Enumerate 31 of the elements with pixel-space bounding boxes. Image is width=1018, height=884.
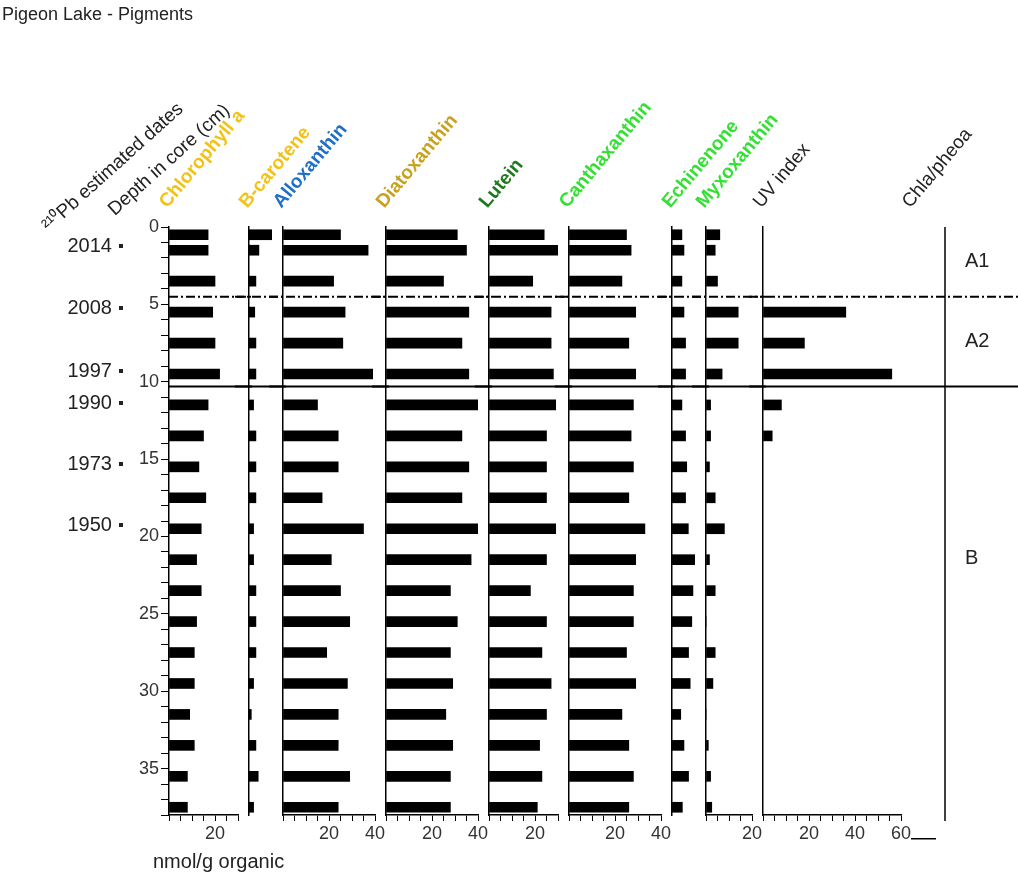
text: 2014 bbox=[67, 233, 112, 256]
text: 1997 bbox=[67, 358, 112, 381]
y-tick-label: 20 bbox=[138, 525, 159, 546]
x-tick-label: 20 bbox=[604, 822, 626, 843]
y-tick-label: 5 bbox=[148, 293, 159, 314]
y-tick-label: 35 bbox=[138, 757, 159, 778]
x-tick-label: 20 bbox=[524, 822, 546, 843]
text: 1950 bbox=[67, 512, 112, 535]
x-axis-title: nmol/g organic bbox=[153, 850, 285, 873]
text: 1990 bbox=[67, 390, 112, 413]
x-tick-label: 20 bbox=[318, 822, 340, 843]
x-tick-label: 40 bbox=[650, 822, 672, 843]
y-tick-label: 25 bbox=[138, 602, 159, 623]
y-tick-label: 10 bbox=[138, 370, 159, 391]
text: Pigeon Lake - Pigments bbox=[2, 4, 194, 25]
text: B bbox=[965, 545, 979, 568]
x-tick-label: 20 bbox=[798, 822, 820, 843]
y-tick-label: 30 bbox=[138, 680, 159, 701]
x-tick-label: 40 bbox=[364, 822, 386, 843]
x-tick-label: 20 bbox=[741, 822, 763, 843]
x-tick-label: 20 bbox=[204, 822, 226, 843]
x-tick-label: 20 bbox=[421, 822, 443, 843]
y-tick-label: 0 bbox=[148, 215, 159, 236]
x-tick-label: 40 bbox=[467, 822, 489, 843]
text: 2008 bbox=[67, 295, 112, 318]
text: A1 bbox=[965, 249, 990, 272]
y-tick-label: 15 bbox=[138, 448, 159, 469]
x-tick-label: 60 bbox=[890, 822, 912, 843]
x-tick-label: 40 bbox=[844, 822, 866, 843]
text: A2 bbox=[965, 329, 990, 352]
text: 1973 bbox=[67, 451, 112, 474]
